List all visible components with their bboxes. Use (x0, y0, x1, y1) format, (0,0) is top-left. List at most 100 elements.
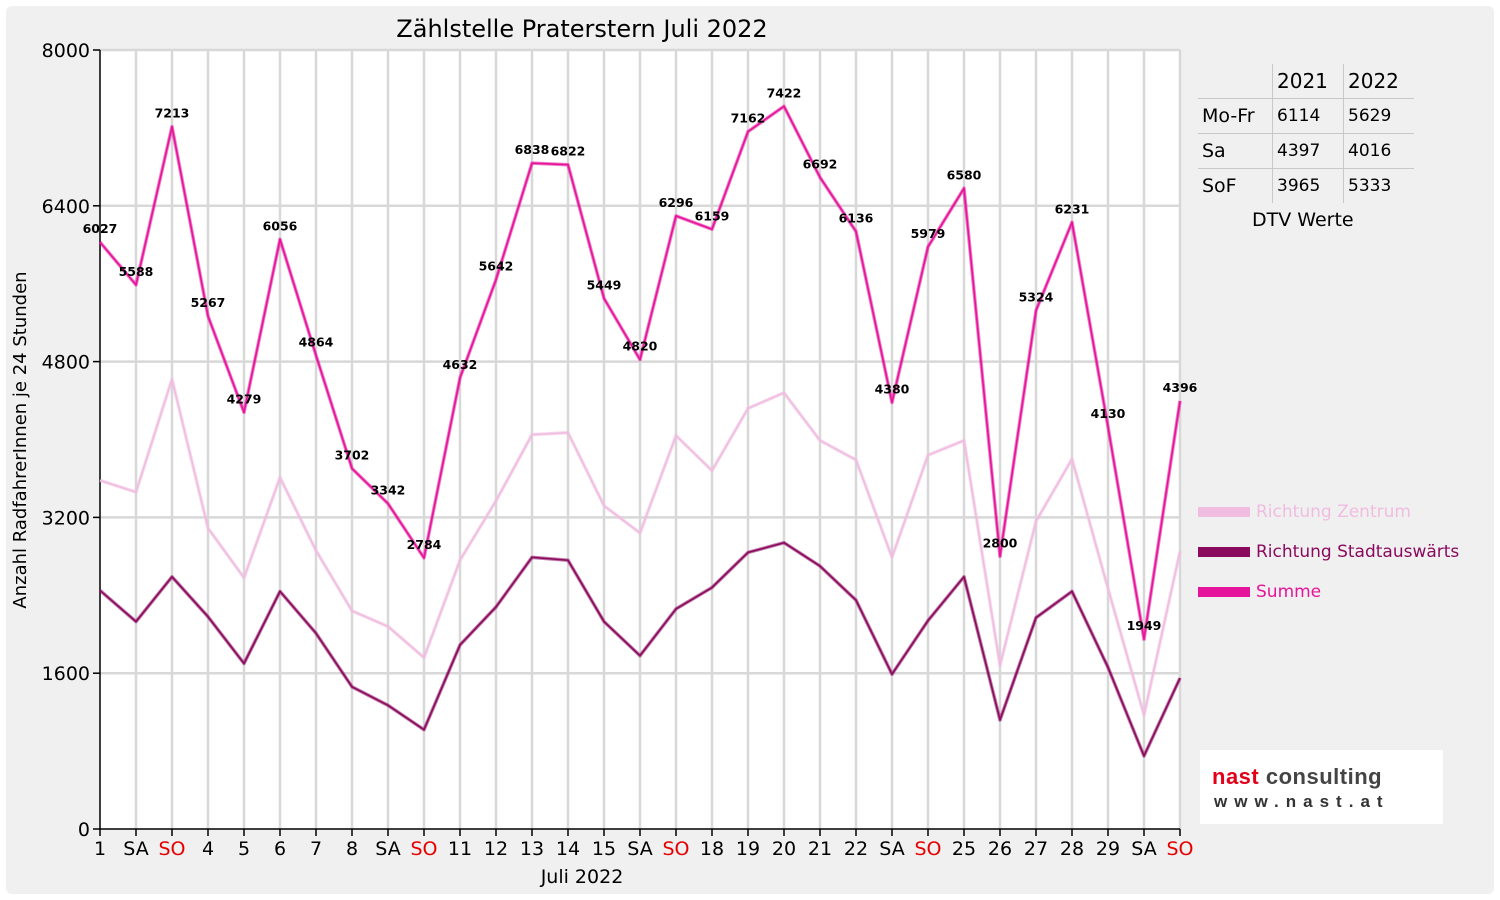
y-tick-label: 4800 (42, 352, 90, 374)
legend-swatch (1198, 547, 1250, 557)
data-label: 4130 (1091, 406, 1126, 421)
x-tick-label: SA (1131, 838, 1156, 860)
x-tick-label: SO (410, 838, 437, 860)
legend-label: Richtung Stadtauswärts (1256, 542, 1460, 562)
x-tick-label: 4 (202, 838, 214, 860)
data-label: 6136 (839, 211, 874, 226)
x-tick-label: 8 (346, 838, 358, 860)
legend-swatch (1198, 507, 1250, 517)
x-tick-label: SO (662, 838, 689, 860)
data-label: 3342 (371, 483, 406, 498)
legend-item: Summe (1198, 572, 1459, 612)
y-tick-label: 6400 (42, 196, 90, 218)
dtv-row-label: Mo-Fr (1198, 98, 1273, 134)
logo-name: nast consulting (1212, 764, 1382, 790)
x-tick-label: 5 (238, 838, 250, 860)
dtv-table: 2021 2022 Mo-Fr 6114 5629 Sa 4397 4016 S… (1198, 64, 1414, 203)
legend-swatch (1198, 587, 1250, 597)
data-label: 7213 (155, 106, 190, 121)
x-axis-label: Juli 2022 (540, 866, 624, 888)
x-tick-label: 27 (1024, 838, 1048, 860)
x-tick-label: SO (158, 838, 185, 860)
data-label: 6838 (515, 142, 550, 157)
dtv-cell-2021: 3965 (1272, 168, 1344, 203)
dtv-header-empty (1198, 64, 1273, 99)
x-tick-label: 21 (808, 838, 832, 860)
dtv-row-label: Sa (1198, 133, 1273, 169)
data-label: 2800 (983, 535, 1018, 550)
data-label: 2784 (407, 537, 442, 552)
legend-label: Richtung Zentrum (1256, 502, 1411, 522)
data-label: 4864 (299, 334, 334, 349)
data-label: 3702 (335, 448, 370, 463)
data-label: 6027 (83, 221, 118, 236)
data-label: 6822 (551, 144, 586, 159)
logo-name-part2: consulting (1259, 764, 1383, 789)
y-axis-label: Anzahl RadfahrerInnen je 24 Stunden (10, 271, 31, 608)
dtv-header-2021: 2021 (1272, 64, 1344, 99)
data-label: 4632 (443, 357, 478, 372)
dtv-row-label: SoF (1198, 168, 1273, 203)
data-label: 6159 (695, 208, 730, 223)
legend: Richtung Zentrum Richtung Stadtauswärts … (1198, 492, 1459, 612)
data-label: 4820 (623, 339, 658, 354)
series-lines (98, 104, 1182, 758)
data-label: 6231 (1055, 201, 1090, 216)
data-label: 6296 (659, 195, 694, 210)
dtv-cell-2022: 5333 (1348, 176, 1392, 196)
data-label: 4279 (227, 391, 262, 406)
dtv-cell-2022: 4016 (1348, 141, 1392, 161)
y-tick-label: 3200 (42, 507, 90, 529)
x-tick-label: SA (375, 838, 400, 860)
data-label: 6056 (263, 218, 298, 233)
y-tick-label: 8000 (42, 40, 90, 62)
data-label: 6692 (803, 156, 838, 171)
dtv-caption: DTV Werte (1252, 209, 1354, 231)
data-label: 5979 (911, 226, 946, 241)
legend-item: Richtung Stadtauswärts (1198, 532, 1459, 572)
x-tick-label: SO (1166, 838, 1193, 860)
chart-title: Zählstelle Praterstern Juli 2022 (396, 15, 767, 43)
data-label: 7162 (731, 111, 766, 126)
company-logo: nast consulting www.nast.at (1200, 750, 1443, 824)
data-label: 5588 (119, 264, 154, 279)
x-tick-label: SA (879, 838, 904, 860)
data-label: 5267 (191, 295, 226, 310)
x-tick-label: 13 (520, 838, 544, 860)
x-tick-label: 1 (94, 838, 106, 860)
x-tick-label: 25 (952, 838, 976, 860)
x-tick-label: 22 (844, 838, 868, 860)
series-line-1 (99, 378, 1181, 716)
logo-name-part1: nast (1212, 764, 1260, 789)
x-tick-label: 28 (1060, 838, 1084, 860)
data-label: 5642 (479, 259, 514, 274)
dtv-cell-2021: 4397 (1272, 133, 1344, 169)
data-label: 4380 (875, 381, 910, 396)
x-tick-label: 14 (556, 838, 580, 860)
x-tick-label: 20 (772, 838, 796, 860)
legend-item: Richtung Zentrum (1198, 492, 1459, 532)
data-label: 1949 (1127, 618, 1162, 633)
x-tick-label: 26 (988, 838, 1012, 860)
axes: 0 1600 3200 4800 6400 8000 1 SA SO 4 5 6 7 8 SA SO 11 12 1… (42, 40, 1194, 860)
x-tick-label: 29 (1096, 838, 1120, 860)
x-tick-label: SA (627, 838, 652, 860)
data-label: 5449 (587, 277, 622, 292)
data-label: 5324 (1019, 290, 1054, 305)
data-labels: 6027 5588 7213 5267 4279 6056 4864 3702 3342 2784… (83, 85, 1198, 633)
x-tick-label: 18 (700, 838, 724, 860)
series-line-2 (99, 541, 1181, 757)
x-tick-label: 11 (448, 838, 472, 860)
x-tick-label: SO (914, 838, 941, 860)
data-label: 7422 (767, 85, 802, 100)
dtv-header-2022: 2022 (1348, 69, 1399, 93)
series-line-3 (99, 105, 1181, 641)
grid-lines (100, 48, 1182, 829)
data-label: 4396 (1163, 380, 1198, 395)
x-tick-label: 12 (484, 838, 508, 860)
data-label: 6580 (947, 167, 982, 182)
x-tick-label: 7 (310, 838, 322, 860)
logo-url: www.nast.at (1214, 792, 1390, 811)
y-tick-label: 0 (78, 819, 90, 841)
